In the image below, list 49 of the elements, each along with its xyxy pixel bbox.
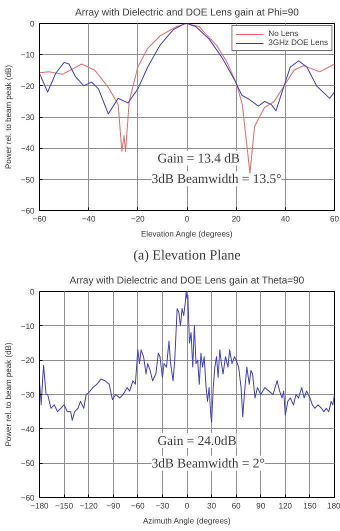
y-axis-title: Power rel. to beam peak (dB) — [4, 64, 13, 170]
y-tick-label: −50 — [20, 175, 36, 184]
y-tick-label: −10 — [20, 50, 36, 60]
y-tick-label: −30 — [20, 113, 36, 122]
annotation: Gain = 13.4 dB — [158, 150, 240, 166]
legend-label: 3GHz DOE Lens — [268, 38, 328, 47]
y-tick-label: −20 — [20, 82, 36, 91]
y-tick-label: −50 — [20, 459, 36, 468]
chart-title: Array with Dielectric and DOE Lens gain at Phi=90 — [75, 8, 300, 18]
x-tick-label: 90 — [256, 502, 266, 510]
x-tick-label: 30 — [207, 502, 217, 510]
y-tick-label: 0 — [30, 20, 36, 28]
y-tick-label: −60 — [20, 494, 36, 502]
x-tick-label: −180 — [30, 502, 50, 510]
x-tick-label: −150 — [55, 502, 74, 510]
y-tick-label: −40 — [20, 424, 36, 434]
x-tick-label: 60 — [232, 502, 242, 510]
x-tick-label: 150 — [303, 502, 318, 510]
line-series — [40, 24, 334, 114]
text: (a) Elevation Plane — [133, 248, 241, 264]
annotation: Gain = 24.0dB — [158, 433, 237, 448]
chart-title: Array with Dielectric and DOE Lens gain at Theta=90 — [70, 276, 305, 286]
legend-label: No Lens — [268, 29, 298, 38]
y-tick-label: −10 — [20, 322, 36, 331]
line-series — [40, 24, 334, 174]
y-tick-label: −20 — [20, 356, 36, 366]
y-axis-title: Power rel. to beam peak (dB) — [4, 342, 13, 447]
y-tick-label: −30 — [20, 390, 36, 400]
x-axis-title: Elevation Angle (degrees) — [140, 230, 233, 238]
x-tick-label: 0 — [184, 502, 190, 510]
x-tick-label: 60 — [330, 214, 340, 224]
annotation: 3dB Beamwidth = 13.5° — [152, 171, 282, 186]
x-tick-label: −60 — [131, 502, 146, 510]
x-tick-label: 40 — [280, 214, 290, 224]
x-tick-label: −40 — [82, 214, 96, 224]
x-tick-label: 20 — [232, 214, 242, 224]
line-series — [40, 292, 334, 422]
x-axis-title: Azimuth Angle (degrees) — [142, 516, 231, 526]
x-tick-label: −120 — [80, 502, 98, 510]
y-tick-label: −40 — [20, 144, 36, 154]
y-tick-label: −60 — [20, 206, 36, 216]
x-tick-label: −90 — [106, 502, 121, 510]
x-tick-label: 180 — [327, 502, 340, 510]
x-tick-label: −30 — [156, 502, 170, 510]
annotation: 3dB Beamwidth = 2° — [152, 456, 265, 471]
y-tick-label: 0 — [30, 288, 36, 296]
x-tick-label: 0 — [184, 214, 190, 224]
x-tick-label: 120 — [278, 502, 293, 510]
x-tick-label: −20 — [131, 214, 146, 224]
